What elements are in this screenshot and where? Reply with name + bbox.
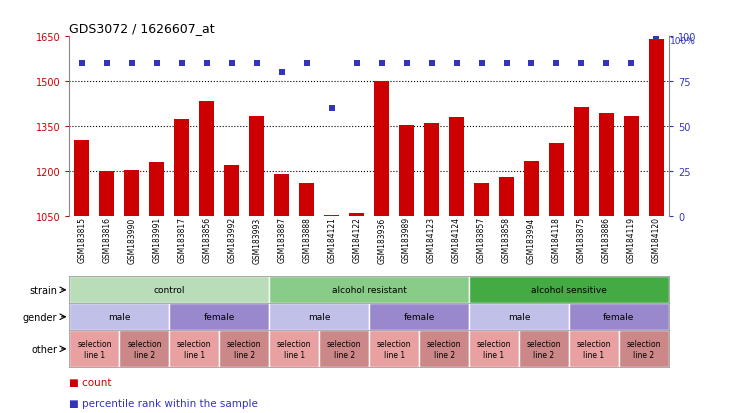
Bar <box>69 330 119 368</box>
Text: GSM184119: GSM184119 <box>627 217 636 263</box>
Text: selection
line 1: selection line 1 <box>277 339 311 358</box>
Text: selection
line 2: selection line 2 <box>227 339 262 358</box>
Bar <box>369 330 419 368</box>
Bar <box>574 107 589 217</box>
Bar <box>469 304 569 330</box>
Text: male: male <box>108 313 131 321</box>
Text: 100%: 100% <box>670 37 696 46</box>
Text: GSM184122: GSM184122 <box>352 217 361 263</box>
Bar <box>569 304 669 330</box>
Bar <box>424 124 439 217</box>
Text: control: control <box>154 286 185 294</box>
Text: GSM183816: GSM183816 <box>102 217 111 263</box>
Bar <box>624 116 639 217</box>
Text: GSM183886: GSM183886 <box>602 217 611 263</box>
Text: alcohol resistant: alcohol resistant <box>332 286 406 294</box>
Text: GSM183856: GSM183856 <box>202 217 211 263</box>
Text: GSM183875: GSM183875 <box>577 217 586 263</box>
Bar <box>469 330 519 368</box>
Text: alcohol sensitive: alcohol sensitive <box>531 286 607 294</box>
Bar <box>269 277 469 304</box>
Text: gender: gender <box>23 312 58 322</box>
Text: GSM184118: GSM184118 <box>552 217 561 263</box>
Bar <box>69 304 170 330</box>
Text: female: female <box>603 313 635 321</box>
Bar <box>119 330 170 368</box>
Bar <box>474 184 489 217</box>
Bar <box>324 215 339 217</box>
Text: GSM183887: GSM183887 <box>277 217 287 263</box>
Text: selection
line 2: selection line 2 <box>327 339 361 358</box>
Text: selection
line 1: selection line 1 <box>477 339 511 358</box>
Text: female: female <box>404 313 435 321</box>
Text: selection
line 2: selection line 2 <box>427 339 461 358</box>
Bar <box>319 330 369 368</box>
Text: GSM184124: GSM184124 <box>452 217 461 263</box>
Text: GSM183990: GSM183990 <box>127 217 137 263</box>
Bar <box>124 171 140 217</box>
Bar <box>219 330 269 368</box>
Bar <box>200 102 214 217</box>
Bar <box>349 214 364 217</box>
Text: GSM184121: GSM184121 <box>327 217 336 263</box>
Bar <box>224 166 239 217</box>
Bar <box>519 330 569 368</box>
Text: GSM184120: GSM184120 <box>652 217 661 263</box>
Bar <box>269 330 319 368</box>
Text: male: male <box>508 313 530 321</box>
Text: selection
line 2: selection line 2 <box>527 339 561 358</box>
Bar <box>469 277 669 304</box>
Text: GSM183994: GSM183994 <box>527 217 536 263</box>
Text: selection
line 1: selection line 1 <box>377 339 412 358</box>
Text: selection
line 1: selection line 1 <box>77 339 112 358</box>
Bar <box>175 119 189 217</box>
Bar <box>369 304 469 330</box>
Text: GSM183989: GSM183989 <box>402 217 411 263</box>
Bar <box>69 277 269 304</box>
Text: GSM183993: GSM183993 <box>252 217 261 263</box>
Text: selection
line 1: selection line 1 <box>177 339 211 358</box>
Bar <box>149 163 164 217</box>
Text: GSM183858: GSM183858 <box>502 217 511 263</box>
Text: GSM183857: GSM183857 <box>477 217 486 263</box>
Bar <box>599 114 614 217</box>
Bar <box>399 126 414 217</box>
Text: GDS3072 / 1626607_at: GDS3072 / 1626607_at <box>69 21 215 35</box>
Text: ■ percentile rank within the sample: ■ percentile rank within the sample <box>69 398 258 408</box>
Bar <box>569 330 619 368</box>
Text: male: male <box>308 313 330 321</box>
Text: other: other <box>31 344 58 354</box>
Bar <box>499 178 514 217</box>
Text: selection
line 1: selection line 1 <box>577 339 611 358</box>
Bar <box>99 172 114 217</box>
Bar <box>524 161 539 217</box>
Text: GSM183815: GSM183815 <box>77 217 86 263</box>
Text: GSM183936: GSM183936 <box>377 217 386 263</box>
Text: GSM183817: GSM183817 <box>178 217 186 263</box>
Bar <box>619 330 669 368</box>
Bar <box>299 184 314 217</box>
Text: GSM183888: GSM183888 <box>302 217 311 263</box>
Text: GSM183992: GSM183992 <box>227 217 236 263</box>
Bar <box>269 304 369 330</box>
Text: selection
line 2: selection line 2 <box>626 339 661 358</box>
Bar <box>549 143 564 217</box>
Bar <box>170 330 219 368</box>
Text: GSM184123: GSM184123 <box>427 217 436 263</box>
Text: selection
line 2: selection line 2 <box>127 339 162 358</box>
Bar <box>249 116 264 217</box>
Bar <box>170 304 269 330</box>
Text: female: female <box>204 313 235 321</box>
Text: GSM183991: GSM183991 <box>152 217 162 263</box>
Text: strain: strain <box>29 285 58 295</box>
Bar <box>75 140 89 217</box>
Bar <box>419 330 469 368</box>
Bar <box>649 40 664 217</box>
Bar <box>449 118 464 217</box>
Bar <box>274 175 289 217</box>
Bar <box>374 82 389 217</box>
Text: ■ count: ■ count <box>69 377 112 387</box>
